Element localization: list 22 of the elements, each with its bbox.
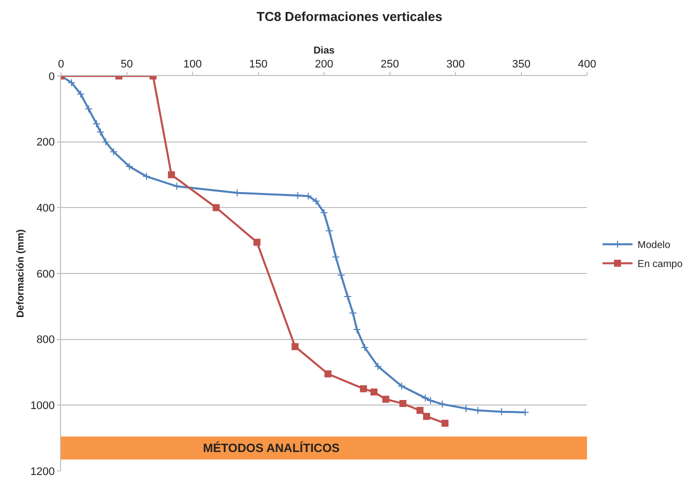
x-tick-label: 50 xyxy=(120,58,133,71)
x-tick-label: 200 xyxy=(314,58,334,71)
band-label: MÉTODOS ANALÍTICOS xyxy=(203,441,340,455)
x-tick-label: 300 xyxy=(446,58,465,71)
y-tick-label: 400 xyxy=(36,202,55,215)
x-tick-label: 250 xyxy=(380,58,399,71)
x-tick-label: 150 xyxy=(249,58,268,71)
chart-title: TC8 Deformaciones verticales xyxy=(256,9,442,24)
x-axis-title: Dias xyxy=(313,46,335,57)
y-tick-label: 1200 xyxy=(30,466,55,478)
y-tick-label: 800 xyxy=(36,334,55,346)
legend-label: Modelo xyxy=(638,240,671,252)
y-tick-label: 1000 xyxy=(30,400,55,412)
x-tick-label: 400 xyxy=(578,58,596,71)
x-tick-label: 100 xyxy=(183,58,202,71)
legend-label: En campo xyxy=(638,259,683,270)
y-tick-label: 600 xyxy=(36,268,55,280)
y-tick-label: 0 xyxy=(48,70,55,83)
y-tick-label: 200 xyxy=(36,136,55,149)
y-axis-title: Deformación (mm) xyxy=(15,229,26,318)
x-tick-label: 0 xyxy=(58,58,64,71)
x-tick-label: 350 xyxy=(512,58,530,71)
